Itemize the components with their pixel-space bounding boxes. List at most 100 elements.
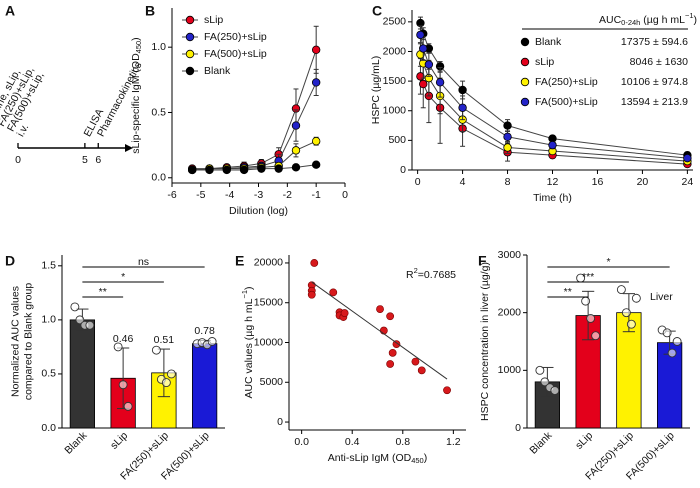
data-point <box>85 320 95 330</box>
data-point <box>307 290 316 299</box>
data-point <box>411 357 420 366</box>
y-axis-label-part: ) <box>130 37 142 41</box>
legend-label: FA(250)+sLip <box>204 31 267 43</box>
y-axis-label: sLip-specific IgM (OD450) <box>130 37 143 153</box>
significance-label: ns <box>138 256 149 268</box>
data-point <box>386 360 395 368</box>
legend-marker <box>520 57 530 67</box>
bar <box>191 343 218 429</box>
y-tick-label: 0 <box>515 422 521 434</box>
data-point <box>113 342 123 352</box>
x-tick-label: 20 <box>637 176 649 188</box>
y-tick-label: 15000 <box>254 297 283 309</box>
x-tick-label: -2 <box>283 189 292 201</box>
timeline-tick-label: 0 <box>15 154 21 166</box>
y-axis-label: Normalized AUC valuescompared to Blank g… <box>9 283 34 400</box>
x-tick-label: 1.2 <box>446 436 461 448</box>
y-tick-label: 0 <box>400 164 406 176</box>
data-point <box>458 85 467 95</box>
legend-header-part: AUC <box>599 14 622 26</box>
data-point <box>291 163 301 172</box>
bar <box>69 319 96 429</box>
data-point <box>591 331 601 341</box>
panel-label: F <box>478 253 487 269</box>
data-point <box>311 160 321 169</box>
legend-marker <box>185 49 195 59</box>
data-point <box>392 340 401 348</box>
arrow-head <box>125 144 133 152</box>
y-tick-label: 20000 <box>254 257 283 269</box>
data-point <box>311 45 321 54</box>
y-tick-label: 1500 <box>383 75 407 87</box>
data-point <box>329 288 338 297</box>
data-point <box>424 60 434 69</box>
x-tick-label: 16 <box>592 176 604 188</box>
annotation-part: R <box>406 269 414 281</box>
data-point <box>291 146 301 155</box>
timeline-tick-label: 6 <box>95 154 101 166</box>
y-axis-label-sub: 450 <box>134 41 143 54</box>
y-axis-label: AUC values (µg h mL−1) <box>240 286 255 398</box>
data-point <box>151 345 161 355</box>
data-point <box>291 121 301 130</box>
data-point <box>376 305 384 313</box>
x-tick-label: 0 <box>415 176 421 188</box>
data-point <box>166 369 176 379</box>
event-label: Saline, sLip,FA(250)+sLip,FA(500)+sLip,i… <box>0 60 56 139</box>
event-label-line: i.v. <box>15 122 32 139</box>
data-point <box>386 312 395 321</box>
data-point <box>75 315 85 325</box>
legend-header-part: ) <box>694 14 698 26</box>
data-point <box>311 78 321 87</box>
data-point <box>503 132 512 142</box>
x-tick-label: 0.8 <box>395 436 410 448</box>
y-tick-label: 0.0 <box>151 172 166 184</box>
y-tick-label: 0.5 <box>151 106 166 118</box>
x-axis-label-part: Anti-sLip IgM (OD <box>328 452 412 464</box>
data-point <box>222 165 231 175</box>
data-point <box>683 153 692 163</box>
legend-marker <box>520 37 530 47</box>
y-axis-label: HSPC concentration in liver (µg/g) <box>479 262 491 421</box>
legend-label: sLip <box>204 14 223 26</box>
annotation-part: =0.7685 <box>418 269 456 281</box>
y-axis-label-part: sLip-specific IgM (OD <box>130 53 142 154</box>
y-tick-label: 500 <box>388 134 406 146</box>
legend-marker <box>520 77 530 87</box>
data-point <box>207 337 217 346</box>
legend-label: FA(250)+sLip <box>535 76 598 88</box>
x-tick-label: 0.0 <box>294 436 309 448</box>
significance-label: ** <box>99 286 107 298</box>
x-axis-label: Dilution (log) <box>229 205 288 217</box>
legend-marker <box>185 66 195 76</box>
data-point <box>205 165 214 175</box>
annotation-sup: 2 <box>414 266 418 275</box>
timeline-tick-label: 5 <box>82 154 88 166</box>
data-point <box>503 121 512 130</box>
legend-header-part: (µg h mL <box>640 14 685 26</box>
y-axis-label: HSPC (µg/mL) <box>370 56 382 124</box>
data-point <box>274 164 283 173</box>
value-label: 0.46 <box>113 333 134 345</box>
legend-value: 17375 ± 594.6 <box>621 36 688 48</box>
significance-label: ** <box>564 286 572 298</box>
y-tick-label: 0.0 <box>41 422 56 434</box>
x-tick-label: 0.4 <box>345 436 360 448</box>
legend-label: FA(500)+sLip <box>535 96 598 108</box>
x-tick-label: Blank <box>527 429 555 457</box>
data-point <box>621 308 631 318</box>
legend-header-sup: −1 <box>685 11 694 20</box>
y-tick-label: 1.5 <box>41 260 56 272</box>
y-tick-label: 3000 <box>498 249 522 261</box>
legend-header-sub: 0-24h <box>621 18 640 27</box>
legend-value: 8046 ± 1630 <box>630 56 688 68</box>
legend-label: Blank <box>204 65 231 77</box>
panel-label: B <box>145 3 155 19</box>
x-tick-label: sLip <box>108 429 130 451</box>
y-tick-label: 2500 <box>383 16 407 28</box>
significance-label: * <box>121 271 125 283</box>
data-point <box>419 79 428 89</box>
x-tick-label: Blank <box>62 429 90 457</box>
